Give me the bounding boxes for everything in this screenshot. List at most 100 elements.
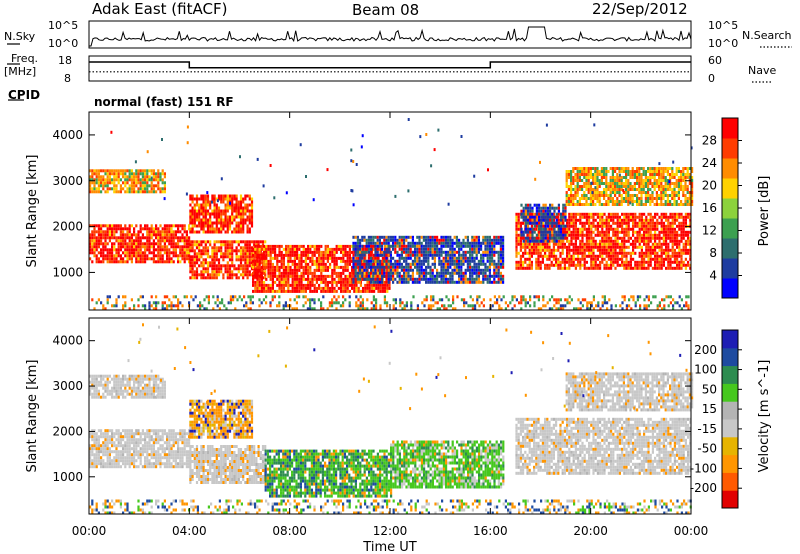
power-cell bbox=[119, 227, 122, 231]
power-cell bbox=[605, 236, 608, 240]
power-cell bbox=[587, 197, 590, 200]
power-cell bbox=[581, 257, 584, 261]
power-cell bbox=[601, 233, 604, 237]
power-cell bbox=[609, 197, 612, 200]
power-cell bbox=[656, 227, 659, 231]
power-cell bbox=[141, 242, 144, 246]
power-cell bbox=[254, 250, 257, 254]
power-cell bbox=[128, 242, 131, 246]
power-cell bbox=[640, 239, 643, 243]
power-cell bbox=[599, 248, 602, 252]
power-cell bbox=[596, 263, 599, 267]
power-cell bbox=[618, 221, 621, 225]
power-cell bbox=[144, 248, 147, 252]
power-cell bbox=[291, 274, 294, 278]
power-cell bbox=[542, 203, 545, 207]
power-cell bbox=[362, 262, 365, 266]
power-cell bbox=[466, 277, 469, 281]
power-cell bbox=[376, 235, 379, 239]
power-cell bbox=[416, 253, 419, 257]
power-cell bbox=[623, 221, 626, 225]
power-cell bbox=[276, 274, 279, 278]
power-cell bbox=[667, 215, 670, 219]
power-cell bbox=[91, 260, 94, 264]
power-cell bbox=[550, 251, 553, 255]
nsearch-label: N.Search bbox=[742, 29, 792, 42]
power-cell bbox=[531, 215, 534, 219]
power-cell bbox=[381, 247, 384, 251]
power-cell bbox=[631, 167, 634, 170]
power-cell bbox=[364, 286, 367, 290]
power-cell bbox=[384, 262, 387, 266]
power-cell bbox=[200, 273, 203, 277]
power-cell bbox=[298, 265, 301, 269]
power-cell bbox=[302, 259, 305, 263]
power-cell bbox=[362, 277, 365, 281]
power-cell bbox=[460, 259, 463, 263]
power-cell bbox=[605, 248, 608, 252]
power-cell bbox=[566, 236, 569, 240]
power-cell bbox=[682, 251, 685, 255]
power-cell bbox=[202, 258, 205, 262]
power-cell bbox=[477, 274, 480, 278]
power-cell bbox=[673, 212, 676, 216]
power-cell bbox=[89, 239, 92, 243]
power-cell bbox=[528, 254, 531, 258]
power-cell bbox=[311, 274, 314, 278]
power-cell bbox=[204, 276, 207, 280]
power-cell bbox=[269, 271, 272, 275]
power-cell bbox=[378, 235, 381, 239]
power-cell bbox=[95, 257, 98, 261]
power-cell bbox=[651, 236, 654, 240]
power-cell bbox=[254, 247, 257, 251]
power-cell bbox=[574, 179, 577, 182]
power-cell bbox=[326, 247, 329, 251]
power-cell bbox=[366, 280, 369, 284]
power-cell bbox=[148, 184, 151, 188]
power-cell bbox=[592, 242, 595, 246]
power-cell bbox=[126, 257, 129, 261]
power-cell bbox=[204, 230, 207, 234]
power-cell bbox=[111, 236, 114, 240]
power-cell bbox=[244, 255, 247, 259]
power-cell bbox=[612, 233, 615, 237]
power-cell bbox=[407, 271, 410, 275]
power-cell bbox=[204, 252, 207, 256]
power-cell bbox=[400, 265, 403, 269]
power-cell bbox=[263, 286, 266, 290]
power-cell bbox=[141, 181, 144, 185]
power-cell bbox=[577, 245, 580, 249]
power-cell bbox=[242, 218, 245, 222]
power-cell bbox=[172, 260, 175, 264]
power-cell bbox=[578, 176, 581, 179]
power-cell bbox=[344, 253, 347, 257]
power-cell bbox=[583, 233, 586, 237]
power-cell bbox=[614, 242, 617, 246]
power-cell bbox=[222, 194, 225, 198]
power-cell bbox=[618, 224, 621, 228]
power-cell bbox=[163, 242, 166, 246]
power-cell bbox=[89, 242, 92, 246]
power-cell bbox=[583, 182, 586, 185]
power-cell bbox=[348, 253, 351, 257]
power-cell bbox=[537, 266, 540, 270]
power-cell bbox=[366, 289, 369, 293]
power-cell bbox=[193, 264, 196, 268]
power-cell bbox=[680, 266, 683, 270]
power-cell bbox=[497, 268, 500, 272]
power-cell bbox=[598, 191, 601, 194]
power-cell bbox=[130, 242, 133, 246]
power-cell bbox=[669, 212, 672, 216]
power-cell bbox=[632, 245, 635, 249]
power-cell bbox=[647, 266, 650, 270]
power-cell bbox=[497, 271, 500, 275]
power-cell bbox=[217, 267, 221, 271]
power-cell bbox=[302, 265, 305, 269]
power-cell bbox=[228, 218, 232, 222]
power-cell bbox=[589, 197, 592, 200]
power-cell bbox=[486, 280, 489, 284]
power-cell bbox=[607, 188, 610, 191]
power-cell bbox=[625, 218, 628, 222]
power-cell bbox=[689, 254, 692, 258]
power-cell bbox=[603, 239, 606, 243]
